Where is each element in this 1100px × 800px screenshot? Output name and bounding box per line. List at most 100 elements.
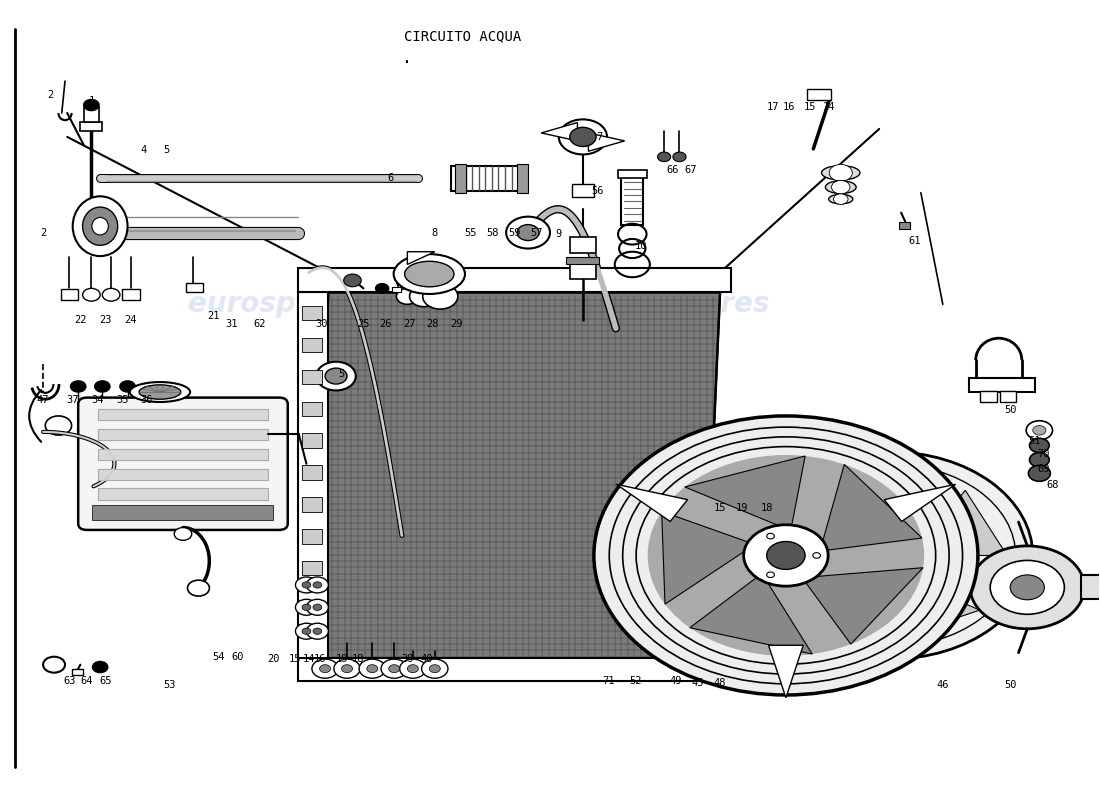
Bar — [570, 237, 596, 253]
Circle shape — [343, 274, 361, 286]
Circle shape — [970, 546, 1085, 629]
Text: 47: 47 — [36, 395, 50, 405]
Bar — [122, 289, 140, 300]
Ellipse shape — [822, 166, 860, 180]
Ellipse shape — [828, 194, 852, 204]
Text: 36: 36 — [140, 395, 153, 405]
Circle shape — [744, 525, 828, 586]
Text: 45: 45 — [692, 678, 704, 688]
Bar — [302, 529, 322, 543]
Text: 5: 5 — [339, 370, 344, 379]
Text: 60: 60 — [231, 652, 243, 662]
Polygon shape — [588, 133, 625, 151]
Circle shape — [381, 659, 407, 678]
Circle shape — [333, 659, 360, 678]
Circle shape — [834, 194, 848, 204]
Circle shape — [1010, 575, 1044, 600]
Circle shape — [421, 659, 448, 678]
Text: 6: 6 — [388, 174, 394, 183]
Text: 57: 57 — [530, 227, 543, 238]
Circle shape — [767, 572, 774, 578]
Bar — [84, 107, 99, 122]
Polygon shape — [773, 555, 869, 621]
Bar — [302, 370, 322, 384]
Polygon shape — [690, 574, 812, 654]
Text: 30: 30 — [316, 319, 328, 330]
Text: 10: 10 — [635, 241, 647, 251]
Bar — [1000, 391, 1016, 402]
Circle shape — [187, 580, 209, 596]
Circle shape — [307, 577, 329, 593]
Circle shape — [767, 542, 805, 570]
Ellipse shape — [394, 254, 465, 294]
Bar — [302, 338, 322, 352]
Polygon shape — [890, 571, 980, 641]
Text: 53: 53 — [163, 681, 176, 690]
Circle shape — [396, 288, 418, 304]
Text: 58: 58 — [486, 227, 499, 238]
Bar — [302, 466, 322, 480]
Bar — [899, 222, 910, 229]
Circle shape — [302, 582, 311, 588]
Ellipse shape — [82, 207, 118, 246]
Bar — [98, 489, 268, 500]
Circle shape — [1026, 421, 1053, 440]
Text: eurospares: eurospares — [188, 290, 363, 318]
Text: 52: 52 — [629, 676, 641, 686]
Text: eurospares: eurospares — [594, 290, 769, 318]
Polygon shape — [616, 484, 688, 522]
Text: 24: 24 — [124, 315, 138, 326]
Polygon shape — [407, 252, 434, 265]
Bar — [60, 289, 78, 300]
Circle shape — [517, 225, 539, 241]
Text: 66: 66 — [667, 166, 679, 175]
Circle shape — [102, 288, 120, 301]
Text: 9: 9 — [556, 229, 562, 239]
Text: 50: 50 — [1004, 405, 1018, 414]
Circle shape — [559, 119, 607, 154]
Circle shape — [70, 381, 86, 392]
Bar — [92, 506, 274, 519]
Text: 16: 16 — [314, 654, 326, 664]
Text: 18: 18 — [352, 654, 364, 664]
Circle shape — [296, 599, 318, 615]
Circle shape — [82, 288, 100, 301]
Circle shape — [832, 181, 850, 194]
Text: 71: 71 — [602, 676, 615, 686]
Polygon shape — [541, 122, 578, 141]
Bar — [517, 164, 528, 193]
Text: 7: 7 — [596, 132, 603, 142]
Polygon shape — [802, 568, 923, 644]
Text: 56: 56 — [591, 186, 604, 196]
Text: 20: 20 — [267, 654, 279, 664]
Circle shape — [594, 416, 978, 695]
Ellipse shape — [405, 262, 454, 286]
Text: 34: 34 — [91, 395, 104, 405]
Text: 64: 64 — [80, 676, 94, 686]
Bar — [298, 292, 329, 659]
Bar — [302, 561, 322, 575]
Bar — [98, 409, 268, 420]
Circle shape — [506, 217, 550, 249]
Circle shape — [341, 665, 352, 673]
Text: 5: 5 — [163, 146, 169, 155]
Bar — [1081, 575, 1100, 599]
Circle shape — [366, 665, 377, 673]
Text: 26: 26 — [379, 319, 392, 330]
Circle shape — [748, 452, 1033, 659]
Circle shape — [1030, 453, 1049, 467]
Circle shape — [429, 665, 440, 673]
Circle shape — [359, 659, 385, 678]
Text: 35: 35 — [116, 395, 129, 405]
Bar — [980, 391, 997, 402]
Text: 14: 14 — [302, 654, 315, 664]
FancyBboxPatch shape — [78, 398, 288, 530]
Bar — [621, 177, 643, 225]
Text: 17: 17 — [767, 102, 779, 112]
Circle shape — [673, 152, 686, 162]
Circle shape — [829, 165, 852, 181]
Polygon shape — [315, 292, 720, 659]
Circle shape — [307, 623, 329, 639]
Circle shape — [317, 362, 355, 390]
Circle shape — [296, 623, 318, 639]
